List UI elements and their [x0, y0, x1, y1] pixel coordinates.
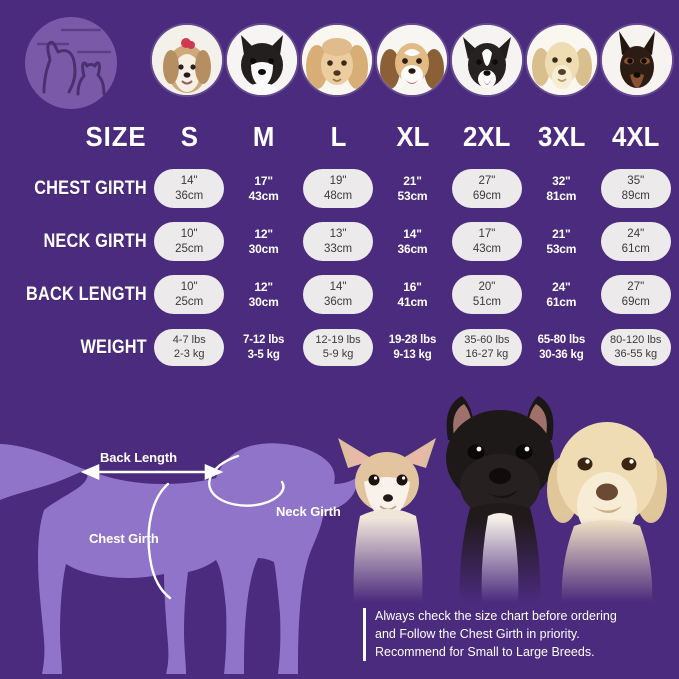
size-header-cell: S — [152, 112, 226, 162]
table-row: NECK GIRTH 10" 25cm 12" 30cm 13" 33cm 14" 36… — [0, 215, 679, 268]
measurement-cell: 12-19 lbs 5-9 kg — [303, 328, 374, 367]
breed-photo-boston-terrier — [227, 25, 297, 95]
table-row: CHEST GIRTH 14" 36cm 17" 43cm 19" 48cm 21" 5… — [0, 162, 679, 215]
note-line-2: and Follow the Chest Girth in priority. — [375, 626, 580, 641]
measurement-cell: 17" 43cm — [248, 173, 279, 203]
size-header-cell: 4XL — [599, 112, 673, 162]
breed-photo-labrador-retriever — [527, 25, 597, 95]
size-header-cell: L — [301, 112, 375, 162]
dog-photo-trio — [330, 382, 679, 602]
breed-photo-cocker-spaniel — [302, 25, 372, 95]
row-label: NECK GIRTH — [43, 231, 147, 252]
measurement-cell: 21" 53cm — [546, 226, 577, 256]
row-label: CHEST GIRTH — [34, 178, 147, 199]
measurement-cell: 32" 81cm — [546, 173, 577, 203]
measurement-cell: 24" 61cm — [546, 279, 577, 309]
size-header-cell: XL — [375, 112, 449, 162]
table-header-row: SIZE S M L XL 2XL 3XL 4XL — [0, 112, 679, 162]
brand-logo — [22, 14, 120, 112]
row-label: WEIGHT — [80, 337, 147, 358]
measurement-cell: 35-60 lbs 16-27 kg — [451, 328, 522, 367]
measurement-cell: 35" 89cm — [600, 169, 671, 208]
measurement-cell: 14" 36cm — [303, 275, 374, 314]
measurement-cell: 16" 41cm — [397, 279, 428, 309]
dog-measurement-diagram — [0, 392, 360, 679]
measurement-cell: 12" 30cm — [248, 226, 279, 256]
breed-photo-beagle — [377, 25, 447, 95]
diagram-label-neck-girth: Neck Girth — [276, 504, 341, 519]
size-header-label: 4XL — [612, 121, 660, 152]
measurement-cell: 80-120 lbs 36-55 kg — [600, 328, 671, 367]
row-cells: 14" 36cm 17" 43cm 19" 48cm 21" 53cm 27" 69cm … — [152, 162, 679, 215]
note-line-1: Always check the size chart before order… — [375, 609, 617, 623]
row-label: BACK LENGTH — [26, 284, 147, 305]
size-table: SIZE S M L XL 2XL 3XL 4XL CHEST GIRTH 14… — [0, 112, 679, 374]
row-cells: 4-7 lbs 2-3 kg 7-12 lbs 3-5 kg 12-19 lbs 5-… — [152, 321, 679, 374]
measurement-cell: 10" 25cm — [154, 275, 225, 314]
size-header-cell: M — [226, 112, 300, 162]
breed-photo-doberman — [602, 25, 672, 95]
measurement-cell: 24" 61cm — [600, 222, 671, 261]
measurement-cell: 19-28 lbs 9-13 kg — [388, 334, 437, 361]
diagram-label-back-length: Back Length — [100, 450, 177, 465]
size-header-label: L — [330, 121, 346, 152]
size-header-cell: 2XL — [450, 112, 524, 162]
sizing-note: Always check the size chart before order… — [363, 608, 673, 662]
measurement-cell: 13" 33cm — [303, 222, 374, 261]
measurement-cell: 20" 51cm — [451, 275, 522, 314]
size-header-label: XL — [396, 121, 429, 152]
measurement-cell: 12" 30cm — [248, 279, 279, 309]
size-header-cells: S M L XL 2XL 3XL 4XL — [152, 112, 679, 162]
breed-photo-border-collie — [452, 25, 522, 95]
row-cells: 10" 25cm 12" 30cm 13" 33cm 14" 36cm 17" 43cm … — [152, 215, 679, 268]
table-row: BACK LENGTH 10" 25cm 12" 30cm 14" 36cm 16" 4… — [0, 268, 679, 321]
row-cells: 10" 25cm 12" 30cm 14" 36cm 16" 41cm 20" 51cm … — [152, 268, 679, 321]
note-line-3: Recommend for Small to Large Breeds. — [375, 644, 595, 659]
breed-photo-shih-tzu — [152, 25, 222, 95]
size-header-cell: 3XL — [524, 112, 598, 162]
diagram-label-chest-girth: Chest Girth — [89, 531, 159, 546]
size-header-label: 2XL — [463, 121, 511, 152]
size-header-label: 3XL — [537, 121, 585, 152]
measurement-cell: 10" 25cm — [154, 222, 225, 261]
measurement-cell: 4-7 lbs 2-3 kg — [154, 328, 225, 367]
measurement-cell: 14" 36cm — [154, 169, 225, 208]
table-row: WEIGHT 4-7 lbs 2-3 kg 7-12 lbs 3-5 kg 12-1… — [0, 321, 679, 374]
measurement-cell: 65-80 lbs 30-36 kg — [537, 334, 586, 361]
measurement-cell: 17" 43cm — [451, 222, 522, 261]
measurement-cell: 14" 36cm — [397, 226, 428, 256]
measurement-cell: 19" 48cm — [303, 169, 374, 208]
table-title: SIZE — [85, 121, 147, 152]
measurement-cell: 27" 69cm — [600, 275, 671, 314]
size-header-label: M — [252, 121, 275, 152]
measurement-cell: 7-12 lbs 3-5 kg — [243, 334, 285, 361]
measurement-cell: 27" 69cm — [451, 169, 522, 208]
size-header-label: S — [180, 121, 198, 152]
measurement-cell: 21" 53cm — [397, 173, 428, 203]
breed-photo-strip — [152, 22, 672, 98]
